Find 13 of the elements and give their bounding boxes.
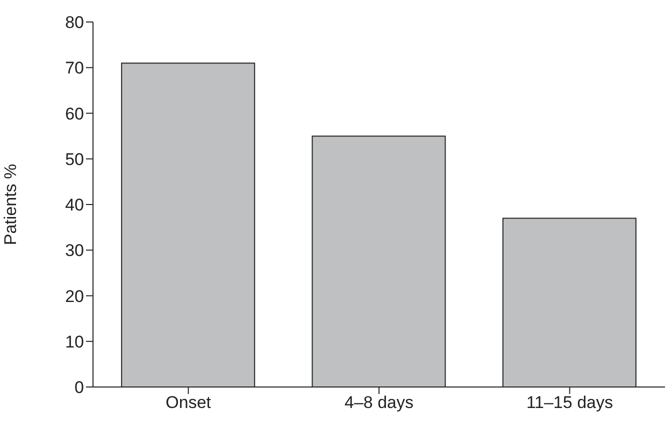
y-tick-label: 60 xyxy=(65,104,84,124)
y-tick-label: 0 xyxy=(74,378,84,398)
y-tick-label: 20 xyxy=(65,286,84,306)
y-tick-label: 80 xyxy=(65,13,84,32)
y-tick-label: 40 xyxy=(65,196,84,215)
x-tick-label: Onset xyxy=(166,393,212,412)
y-tick-label: 70 xyxy=(65,58,84,78)
x-tick-label: 4–8 days xyxy=(344,393,414,412)
y-axis-title: Patients % xyxy=(1,164,20,246)
y-tick-label: 10 xyxy=(65,332,84,352)
y-tick-label: 30 xyxy=(65,241,84,260)
x-tick-label: 11–15 days xyxy=(526,393,613,412)
y-tick-label: 50 xyxy=(65,150,84,169)
